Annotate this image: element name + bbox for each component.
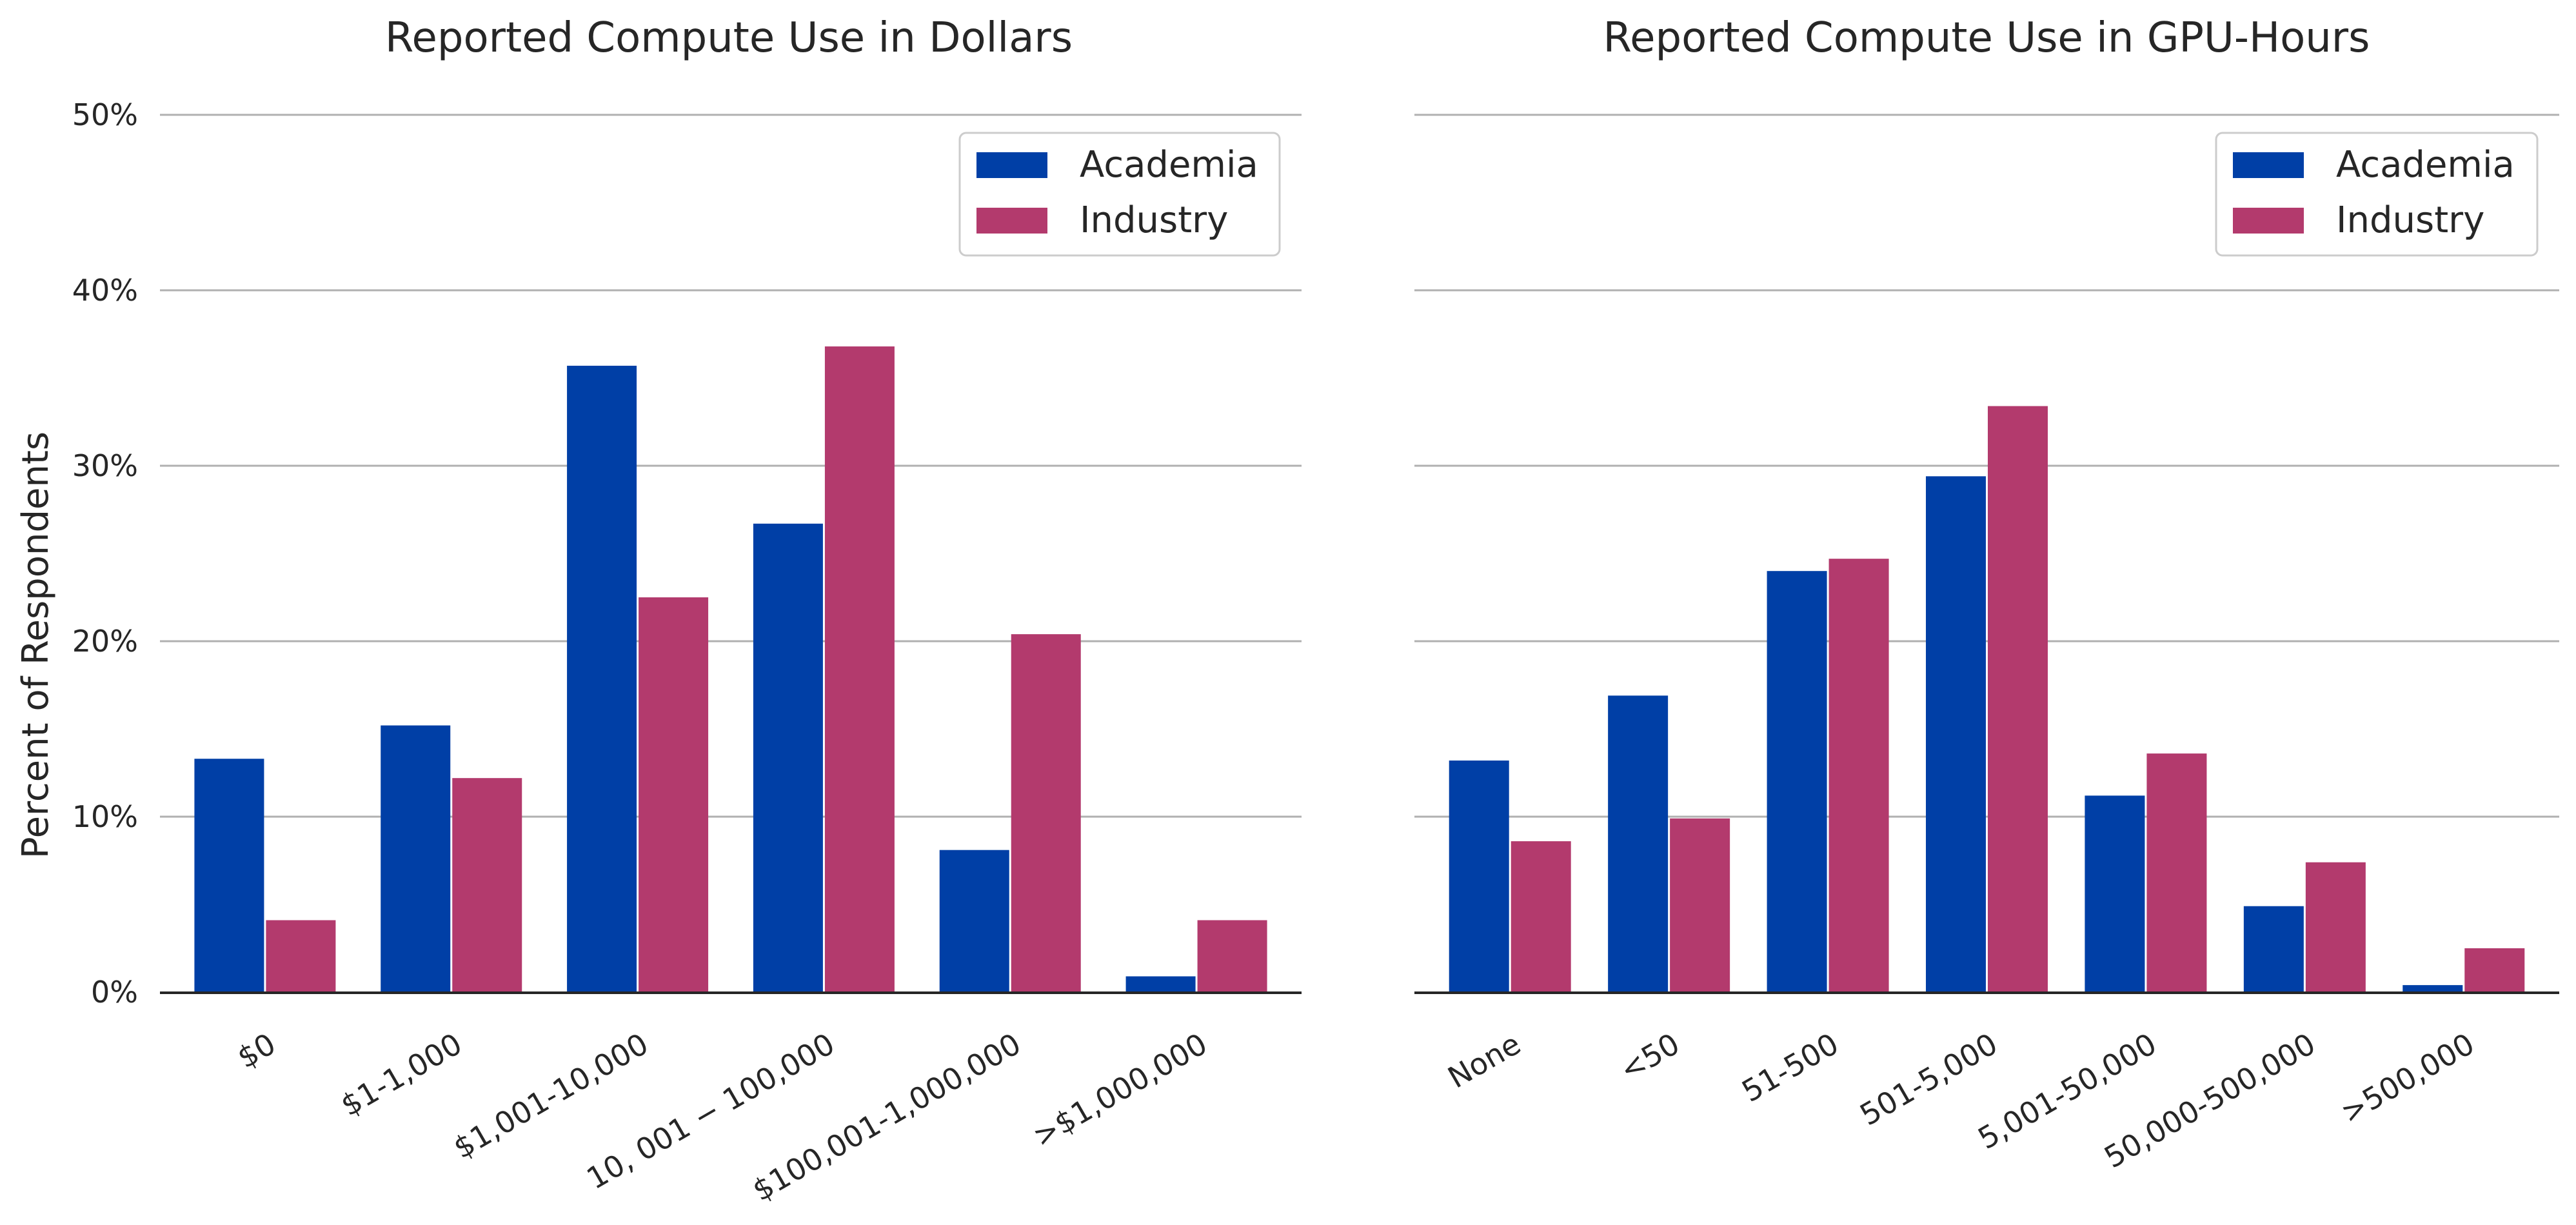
x-tick-label: $1-1,000 bbox=[335, 1026, 468, 1123]
legend-swatch-academia bbox=[2233, 152, 2304, 178]
x-tick-label: None bbox=[1442, 1026, 1527, 1095]
academia-bar bbox=[1767, 571, 1827, 992]
industry-bar bbox=[1011, 634, 1081, 992]
dollars-chart-title: Reported Compute Use in Dollars bbox=[385, 14, 1073, 62]
y-tick-label: 0% bbox=[91, 975, 138, 1010]
industry-bar bbox=[1828, 559, 1889, 992]
industry-bar bbox=[639, 597, 709, 992]
x-tick-label: <50 bbox=[1614, 1026, 1685, 1088]
academia-bar bbox=[194, 759, 264, 992]
legend-swatch-industry bbox=[976, 208, 1047, 234]
x-tick-label: >500,000 bbox=[2335, 1026, 2480, 1130]
academia-bar bbox=[2243, 906, 2304, 992]
gpu-hours-chart: Reported Compute Use in GPU-Hours None <5… bbox=[1414, 14, 2559, 1175]
academia-bar bbox=[939, 850, 1009, 992]
x-tick-label: 51-500 bbox=[1736, 1026, 1844, 1109]
y-tick-label: 10% bbox=[72, 799, 138, 834]
legend-label-academia: Academia bbox=[1080, 144, 1258, 186]
dollars-chart: Reported Compute Use in Dollars 0% 10% 20%… bbox=[72, 14, 1302, 1208]
industry-bar bbox=[1197, 920, 1267, 992]
x-tick-label: $0 bbox=[232, 1026, 282, 1075]
industry-bar bbox=[1670, 818, 1730, 992]
y-tick-label: 30% bbox=[72, 448, 138, 483]
legend: Academia Industry bbox=[958, 132, 1281, 257]
academia-bar bbox=[1449, 760, 1509, 992]
industry-bar bbox=[2146, 753, 2207, 992]
academia-bar bbox=[567, 365, 637, 992]
legend-label-industry: Industry bbox=[2336, 199, 2484, 241]
industry-bar bbox=[824, 346, 895, 992]
industry-bar bbox=[2305, 862, 2366, 992]
gpu-hours-chart-title: Reported Compute Use in GPU-Hours bbox=[1603, 14, 2370, 62]
x-tick-label: >$1,000,000 bbox=[1027, 1026, 1213, 1154]
y-tick-label: 20% bbox=[72, 624, 138, 659]
y-tick-label: 40% bbox=[72, 273, 138, 308]
industry-bar bbox=[266, 920, 336, 992]
legend-label-industry: Industry bbox=[1080, 199, 1228, 241]
legend-label-academia: Academia bbox=[2336, 144, 2515, 186]
y-tick-label: 50% bbox=[72, 97, 138, 132]
legend: Academia Industry bbox=[2215, 132, 2539, 257]
x-tick-label: 501-5,000 bbox=[1854, 1026, 2003, 1133]
industry-bar bbox=[2464, 948, 2525, 992]
academia-bar bbox=[2403, 985, 2463, 992]
industry-bar bbox=[1511, 841, 1571, 992]
academia-bar bbox=[381, 725, 451, 992]
legend-swatch-academia bbox=[976, 152, 1047, 178]
academia-bar bbox=[753, 523, 823, 992]
industry-bar bbox=[452, 778, 522, 992]
academia-bar bbox=[2085, 795, 2145, 992]
legend-swatch-industry bbox=[2233, 208, 2304, 234]
academia-bar bbox=[1608, 695, 1669, 992]
academia-bar bbox=[1926, 476, 1986, 992]
industry-bar bbox=[1988, 406, 2048, 992]
y-axis-label: Percent of Respondents bbox=[15, 432, 57, 859]
academia-bar bbox=[1125, 976, 1196, 992]
